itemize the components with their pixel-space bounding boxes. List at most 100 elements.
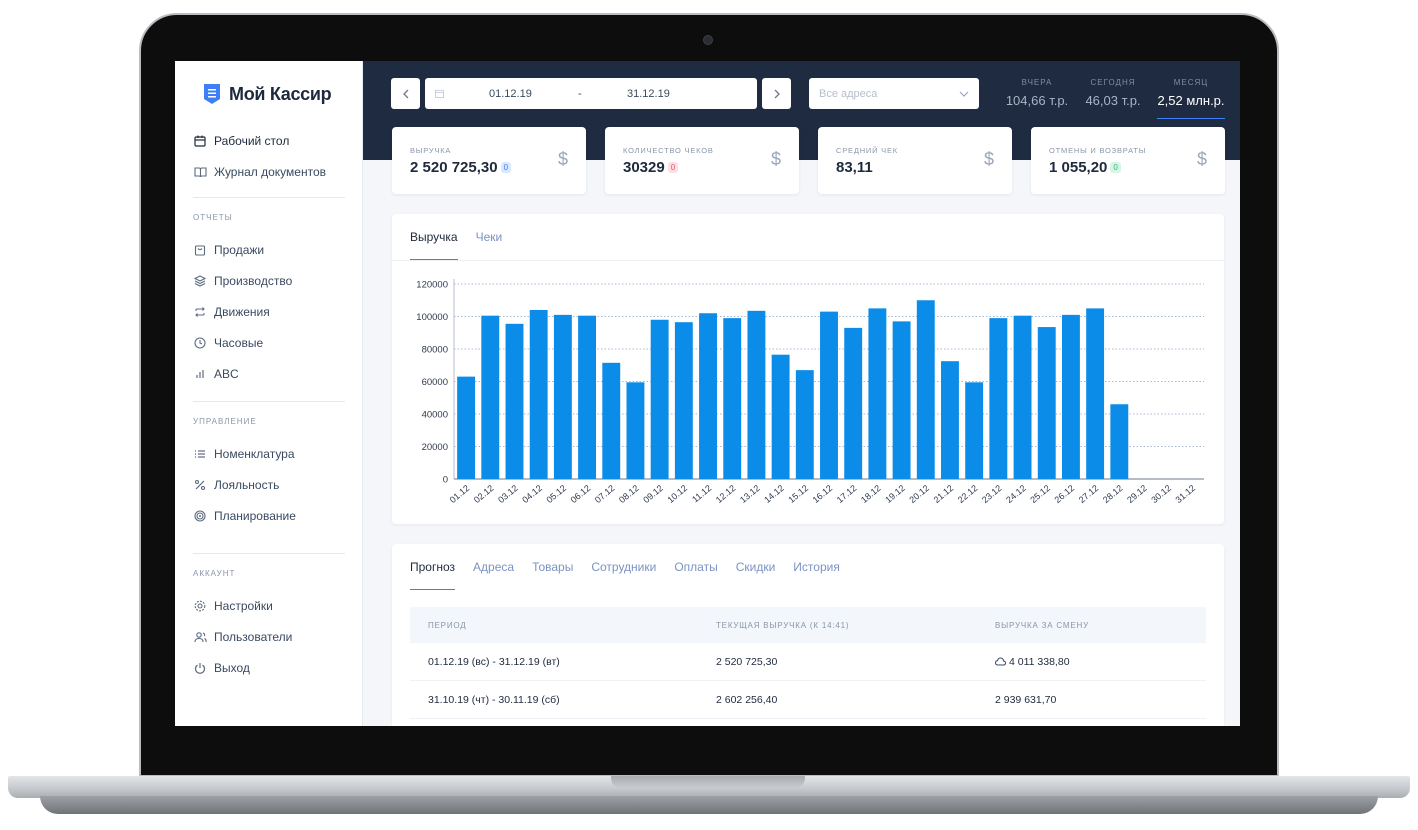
x-tick-label: 04.12 bbox=[520, 483, 544, 505]
sidebar-item-movements[interactable]: Движения bbox=[193, 296, 345, 327]
tab-receipts[interactable]: Чеки bbox=[475, 230, 503, 244]
address-select[interactable]: Все адреса bbox=[809, 78, 979, 109]
bar-chart-icon bbox=[193, 367, 207, 381]
bar[interactable] bbox=[795, 370, 814, 479]
x-tick-label: 06.12 bbox=[569, 483, 593, 505]
bar[interactable] bbox=[1110, 404, 1129, 479]
sidebar-item-label: Лояльность bbox=[214, 477, 280, 492]
bar[interactable] bbox=[626, 382, 645, 479]
bar[interactable] bbox=[868, 308, 887, 479]
bar[interactable] bbox=[1013, 315, 1032, 479]
sidebar-item-label: ABC bbox=[214, 366, 239, 381]
x-tick-label: 26.12 bbox=[1053, 483, 1077, 505]
period-tabs: Вчера 104,66 т.р. Сегодня 46,03 т.р. Мес… bbox=[993, 75, 1225, 119]
sidebar-item-nomenclature[interactable]: Номенклатура bbox=[193, 438, 345, 469]
period-yesterday[interactable]: Вчера 104,66 т.р. bbox=[1005, 75, 1069, 119]
date-from: 01.12.19 bbox=[489, 87, 532, 100]
sidebar-item-logout[interactable]: Выход bbox=[193, 652, 345, 683]
prev-period-button[interactable] bbox=[391, 78, 420, 109]
bar[interactable] bbox=[989, 318, 1008, 479]
sidebar-item-journal[interactable]: Журнал документов bbox=[193, 156, 345, 187]
x-tick-label: 18.12 bbox=[859, 483, 883, 505]
bar[interactable] bbox=[1037, 327, 1056, 479]
sidebar-item-hourly[interactable]: Часовые bbox=[193, 327, 345, 358]
x-tick-label: 30.12 bbox=[1149, 483, 1173, 505]
cell-shift: 4 011 338,80 bbox=[995, 656, 1070, 668]
bar[interactable] bbox=[457, 376, 476, 479]
x-tick-label: 25.12 bbox=[1028, 483, 1052, 505]
x-tick-label: 07.12 bbox=[593, 483, 617, 505]
period-month[interactable]: Месяц 2,52 млн.р. bbox=[1157, 75, 1225, 119]
period-today[interactable]: Сегодня 46,03 т.р. bbox=[1081, 75, 1145, 119]
bar[interactable] bbox=[505, 323, 524, 479]
percent-icon bbox=[193, 478, 207, 492]
logo[interactable]: Мой Кассир bbox=[203, 83, 332, 105]
address-select-value: Все адреса bbox=[819, 87, 878, 100]
bar[interactable] bbox=[941, 361, 959, 479]
date-range-picker[interactable]: 01.12.19 - 31.12.19 bbox=[425, 78, 757, 109]
sidebar-item-settings[interactable]: Настройки bbox=[193, 590, 345, 621]
x-tick-label: 21.12 bbox=[932, 483, 956, 505]
sidebar-item-planning[interactable]: Планирование bbox=[193, 500, 345, 531]
bar[interactable] bbox=[723, 318, 742, 479]
stat-badge: 0 bbox=[1110, 162, 1121, 173]
period-value: 46,03 т.р. bbox=[1085, 93, 1141, 108]
period-label: Месяц bbox=[1173, 78, 1209, 87]
stat-badge: 0 bbox=[500, 162, 512, 173]
tab-payments[interactable]: Оплаты bbox=[674, 560, 718, 574]
tab-addresses[interactable]: Адреса bbox=[473, 560, 515, 574]
next-period-button[interactable] bbox=[762, 78, 791, 109]
bar[interactable] bbox=[1086, 308, 1105, 479]
bar[interactable] bbox=[820, 311, 838, 479]
period-value: 2,52 млн.р. bbox=[1157, 93, 1225, 108]
sidebar: Мой Кассир Рабочий стол Журнал документо… bbox=[175, 61, 363, 726]
bar[interactable] bbox=[481, 315, 500, 479]
sidebar-item-loyalty[interactable]: Лояльность bbox=[193, 469, 345, 500]
cell-shift-value: 4 011 338,80 bbox=[1009, 655, 1070, 668]
sidebar-item-label: Движения bbox=[214, 304, 270, 319]
sidebar-item-desktop[interactable]: Рабочий стол bbox=[193, 125, 345, 156]
table-row[interactable]: 31.10.19 (чт) - 30.11.19 (сб) 2 602 256,… bbox=[410, 681, 1206, 719]
calendar-icon bbox=[435, 89, 444, 98]
sidebar-item-production[interactable]: Производство bbox=[193, 265, 345, 296]
y-tick-label: 20000 bbox=[422, 442, 448, 453]
sidebar-item-abc[interactable]: ABC bbox=[193, 358, 345, 389]
dollar-icon: $ bbox=[1196, 149, 1207, 169]
stat-value: 83,11 bbox=[836, 159, 873, 176]
date-separator: - bbox=[578, 87, 582, 100]
cell-shift: 2 939 631,70 bbox=[995, 693, 1057, 706]
cell-period: 31.10.19 (чт) - 30.11.19 (сб) bbox=[428, 693, 560, 706]
bar[interactable] bbox=[1061, 314, 1080, 479]
tab-employees[interactable]: Сотрудники bbox=[591, 560, 657, 574]
bar[interactable] bbox=[699, 313, 717, 479]
tab-forecast[interactable]: Прогноз bbox=[410, 544, 456, 590]
bar[interactable] bbox=[747, 310, 766, 479]
bar[interactable] bbox=[553, 314, 572, 479]
stat-card-revenue: Выручка 2 520 725,30 0 $ bbox=[392, 127, 586, 194]
bar[interactable] bbox=[965, 382, 984, 479]
bar[interactable] bbox=[892, 321, 911, 479]
tab-products[interactable]: Товары bbox=[532, 560, 574, 574]
sidebar-item-sales[interactable]: Продажи bbox=[193, 234, 345, 265]
bar[interactable] bbox=[529, 310, 548, 479]
bar[interactable] bbox=[844, 327, 863, 479]
bar[interactable] bbox=[650, 319, 669, 479]
bar[interactable] bbox=[578, 315, 597, 479]
sidebar-item-label: Производство bbox=[214, 273, 293, 288]
app-title: Мой Кассир bbox=[229, 83, 332, 104]
bar[interactable] bbox=[916, 300, 935, 479]
clock-icon bbox=[193, 336, 207, 350]
tab-discounts[interactable]: Скидки bbox=[735, 560, 776, 574]
bar[interactable] bbox=[771, 354, 790, 479]
sidebar-item-users[interactable]: Пользователи bbox=[193, 621, 345, 652]
bar[interactable] bbox=[602, 362, 621, 479]
period-value: 104,66 т.р. bbox=[1005, 93, 1069, 108]
tab-history[interactable]: История bbox=[793, 560, 840, 574]
sidebar-item-label: Журнал документов bbox=[214, 164, 327, 179]
sidebar-item-label: Планирование bbox=[214, 508, 296, 523]
tab-revenue[interactable]: Выручка bbox=[410, 214, 458, 260]
table-row[interactable]: 01.12.19 (вс) - 31.12.19 (вт) 2 520 725,… bbox=[410, 643, 1206, 681]
sidebar-item-label: Рабочий стол bbox=[214, 133, 290, 148]
y-tick-label: 120000 bbox=[416, 280, 448, 291]
bar[interactable] bbox=[674, 322, 693, 479]
